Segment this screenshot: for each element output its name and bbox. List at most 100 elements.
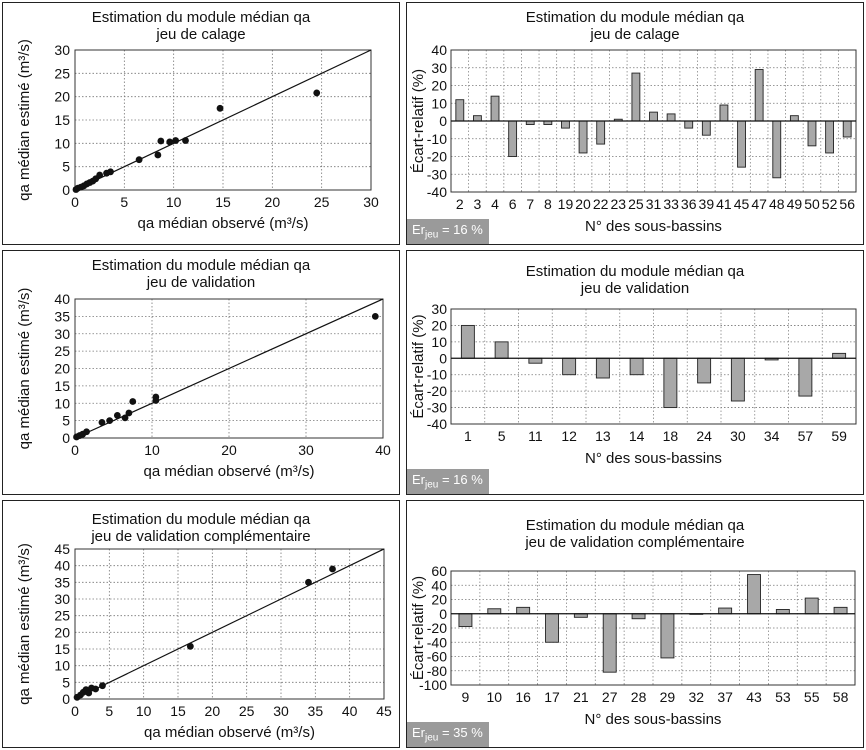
x-tick-label: 57	[798, 428, 814, 444]
x-tick-label: 29	[660, 689, 676, 705]
y-tick-label: -20	[427, 149, 447, 165]
y-tick-label: 10	[54, 135, 70, 151]
y-tick-label: -100	[419, 677, 447, 693]
y-tick-label: 20	[54, 361, 70, 377]
bar	[631, 613, 646, 620]
x-axis-label: N° des sous-bassins	[585, 450, 722, 467]
y-tick-label: 20	[431, 317, 447, 333]
x-tick-label: 40	[342, 703, 358, 719]
x-tick-label: 47	[751, 196, 767, 212]
x-tick-label: 20	[265, 194, 281, 210]
plot-frame	[450, 308, 857, 425]
y-tick-label: 5	[62, 159, 70, 175]
y-tick-label: -30	[427, 400, 447, 416]
reference-line-1-1	[74, 49, 372, 191]
x-tick-label: 31	[646, 196, 662, 212]
x-tick-label: 25	[628, 196, 644, 212]
data-point	[85, 689, 93, 697]
x-tick-label: 33	[663, 196, 679, 212]
x-tick-label: 45	[376, 703, 392, 719]
x-tick-label: 43	[746, 689, 762, 705]
bar	[842, 120, 852, 138]
x-tick-label: 49	[787, 196, 803, 212]
x-tick-label: 19	[558, 196, 574, 212]
y-tick-label: 20	[54, 89, 70, 105]
plot-frame	[74, 298, 384, 439]
y-tick-label: 5	[62, 674, 70, 690]
x-tick-label: 52	[822, 196, 838, 212]
bar	[561, 120, 570, 129]
y-axis-label: qa médian estimé (m³/s)	[16, 543, 33, 705]
bar	[578, 120, 588, 154]
scatter-panel-validation-complementaire: Estimation du module médian qa jeu de va…	[2, 500, 400, 748]
bar	[718, 607, 733, 615]
y-tick-label: -40	[427, 416, 447, 432]
x-axis-label: N° des sous-bassins	[585, 218, 722, 235]
y-tick-label: -20	[427, 620, 447, 636]
y-tick-label: 0	[62, 182, 70, 198]
data-point	[182, 137, 189, 144]
bar	[490, 95, 500, 122]
bar-panel-calage: Estimation du module médian qa jeu de ca…	[406, 2, 864, 245]
y-tick-label: 0	[62, 430, 70, 446]
x-tick-label: 12	[561, 428, 577, 444]
bar	[798, 357, 813, 397]
bar	[516, 606, 531, 615]
bar	[775, 609, 790, 615]
x-tick-label: 3	[474, 196, 482, 212]
x-tick-label: 50	[804, 196, 820, 212]
x-tick-label: 21	[573, 689, 589, 705]
y-tick-label: -40	[427, 184, 447, 200]
data-point	[129, 398, 137, 405]
x-tick-label: 7	[526, 196, 534, 212]
bar	[649, 111, 658, 122]
data-point	[157, 137, 165, 145]
y-tick-label: 20	[431, 78, 447, 94]
x-tick-label: 15	[170, 703, 186, 719]
y-tick-label: 15	[54, 641, 70, 657]
y-tick-label: 0	[62, 691, 70, 707]
x-tick-label: 30	[730, 428, 746, 444]
bar	[455, 99, 465, 122]
x-tick-label: 45	[734, 196, 750, 212]
x-tick-label: 5	[120, 194, 128, 210]
chart-title: Estimation du module médian qa	[525, 263, 745, 280]
y-tick-label: 40	[54, 558, 70, 574]
bar	[487, 608, 502, 615]
chart-subtitle: jeu de validation	[146, 274, 256, 291]
x-tick-label: 0	[71, 442, 79, 458]
chart-subtitle: jeu de calage	[590, 26, 680, 43]
y-tick-label: 30	[54, 591, 70, 607]
x-tick-label: 32	[688, 689, 704, 705]
data-point	[154, 151, 162, 159]
scatter-chart-calage: 0 5 10 15 20 25 30 0 5 10 15 20 25 30 qa médian observ…	[16, 39, 379, 232]
x-tick-label: 30	[298, 442, 314, 458]
y-tick-label: 35	[54, 574, 70, 590]
y-tick-label: 30	[431, 301, 447, 317]
x-axis-label: qa médian observé (m³/s)	[144, 724, 315, 741]
x-tick-label: 11	[528, 428, 543, 444]
bar	[804, 597, 819, 615]
scatter-panel-validation: Estimation du module médian qa jeu de va…	[2, 250, 400, 495]
data-point	[186, 642, 194, 650]
plot-frame	[450, 570, 856, 686]
er-badge: Erjeu = 16 %	[407, 469, 489, 494]
data-point	[172, 137, 180, 144]
bar	[473, 115, 482, 122]
y-tick-label: -30	[427, 166, 447, 182]
x-tick-label: 53	[775, 689, 791, 705]
data-point	[166, 138, 174, 146]
bar	[631, 72, 641, 122]
chart-title: Estimation du module médian qa	[91, 257, 311, 274]
x-tick-label: 16	[515, 689, 531, 705]
y-tick-label: 15	[54, 378, 70, 394]
chart-subtitle: jeu de validation complémentaire	[525, 534, 745, 551]
x-tick-label: 56	[839, 196, 855, 212]
bar	[528, 357, 543, 364]
x-tick-label: 30	[363, 194, 379, 210]
x-tick-label: 10	[144, 442, 160, 458]
